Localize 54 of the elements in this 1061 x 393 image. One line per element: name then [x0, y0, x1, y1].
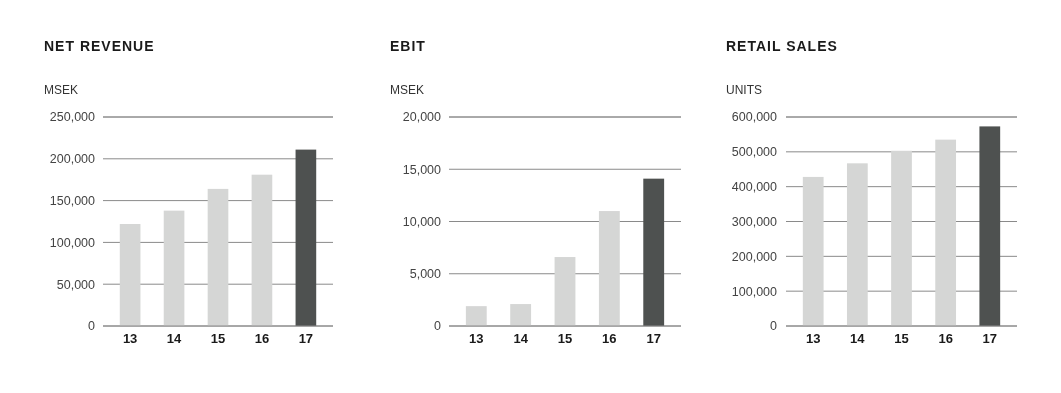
- y-axis-title: MSEK: [390, 83, 425, 97]
- x-tick-label: 13: [122, 331, 138, 346]
- chart-title: RETAIL SALES: [726, 38, 838, 54]
- y-tick-label: 5,000: [409, 267, 442, 282]
- bar: [207, 188, 229, 326]
- bar: [979, 126, 1001, 326]
- x-tick-label: 15: [210, 331, 226, 346]
- bar: [891, 150, 912, 326]
- x-tick-label: 13: [469, 331, 484, 346]
- y-tick-label: 250,000: [49, 110, 96, 125]
- y-tick-label: 100,000: [49, 235, 96, 250]
- x-tick-label: 15: [557, 331, 573, 346]
- bar: [846, 163, 868, 326]
- y-tick-label: 400,000: [731, 180, 778, 195]
- y-tick-label: 10,000: [402, 214, 442, 229]
- y-axis-title: MSEK: [44, 83, 79, 97]
- x-tick-label: 15: [894, 331, 909, 346]
- chart-title: NET REVENUE: [44, 38, 155, 54]
- x-tick-label: 17: [646, 331, 661, 346]
- y-tick-label: 0: [88, 319, 96, 334]
- x-tick-label: 17: [298, 331, 314, 346]
- bar: [643, 178, 665, 326]
- bar: [295, 149, 317, 326]
- bar: [163, 210, 185, 326]
- bar: [935, 139, 957, 326]
- y-tick-label: 0: [434, 319, 442, 334]
- y-tick-label: 200,000: [49, 152, 96, 167]
- y-tick-label: 500,000: [731, 145, 778, 160]
- x-tick-label: 16: [602, 331, 617, 346]
- bar: [251, 174, 273, 326]
- x-tick-label: 14: [166, 331, 183, 346]
- chart-title: EBIT: [390, 38, 426, 54]
- x-tick-label: 14: [513, 331, 529, 346]
- bar: [802, 176, 824, 326]
- bar: [510, 304, 532, 326]
- x-tick-label: 16: [938, 331, 953, 346]
- y-tick-label: 300,000: [731, 214, 778, 229]
- y-tick-label: 200,000: [731, 249, 778, 264]
- y-axis-title: UNITS: [726, 83, 762, 97]
- x-tick-label: 13: [805, 331, 821, 346]
- bar: [465, 306, 487, 326]
- bar: [119, 224, 141, 326]
- y-tick-label: 0: [770, 319, 778, 334]
- y-tick-label: 150,000: [49, 193, 96, 208]
- x-tick-label: 16: [254, 331, 270, 346]
- x-tick-label: 14: [850, 331, 866, 346]
- y-tick-label: 15,000: [402, 162, 442, 177]
- x-tick-label: 17: [982, 331, 998, 346]
- y-tick-label: 600,000: [731, 110, 778, 125]
- y-tick-label: 20,000: [402, 110, 442, 125]
- bar: [554, 257, 576, 326]
- y-tick-label: 50,000: [56, 277, 96, 292]
- y-tick-label: 100,000: [731, 284, 778, 299]
- bar: [598, 211, 620, 326]
